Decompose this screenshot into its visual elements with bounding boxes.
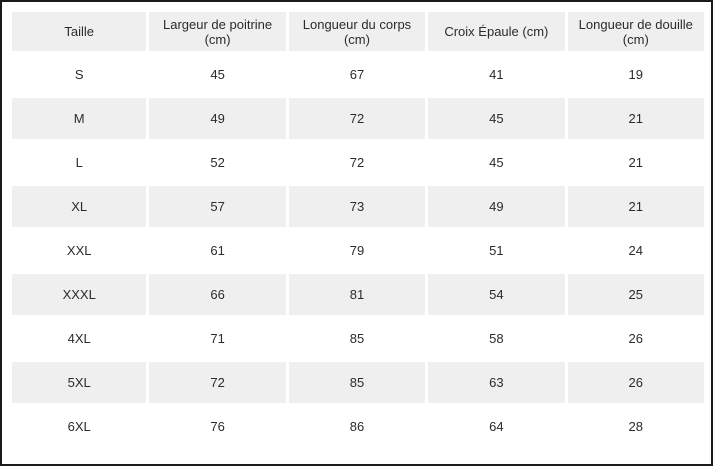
sleeve-cell: 28 <box>567 406 704 447</box>
header-body-length: Longueur du corps (cm) <box>288 12 426 51</box>
chest-cell: 45 <box>149 54 286 95</box>
chest-cell: 57 <box>149 186 286 227</box>
sleeve-cell: 21 <box>567 186 704 227</box>
shoulder-cell: 51 <box>428 230 565 271</box>
shoulder-cell: 49 <box>428 186 565 227</box>
shoulder-cell: 54 <box>428 274 565 315</box>
sleeve-cell: 21 <box>567 142 704 183</box>
size-cell: XL <box>12 186 147 227</box>
length-cell: 79 <box>288 230 426 271</box>
length-cell: 85 <box>288 318 426 359</box>
sleeve-cell: 24 <box>567 230 704 271</box>
length-cell: 67 <box>288 54 426 95</box>
sleeve-cell: 25 <box>567 274 704 315</box>
sleeve-cell: 21 <box>567 98 704 139</box>
chest-cell: 52 <box>149 142 286 183</box>
table-row: 4XL 71 85 58 26 <box>12 318 704 359</box>
size-cell: 6XL <box>12 406 147 447</box>
length-cell: 85 <box>288 362 426 403</box>
table-row: L 52 72 45 21 <box>12 142 704 183</box>
size-cell: L <box>12 142 147 183</box>
size-cell: XXL <box>12 230 147 271</box>
size-cell: 5XL <box>12 362 147 403</box>
chest-cell: 72 <box>149 362 286 403</box>
shoulder-cell: 41 <box>428 54 565 95</box>
header-chest-width: Largeur de poitrine (cm) <box>149 12 286 51</box>
table-row: XL 57 73 49 21 <box>12 186 704 227</box>
chest-cell: 61 <box>149 230 286 271</box>
header-shoulder-width: Croix Épaule (cm) <box>428 12 565 51</box>
size-cell: 4XL <box>12 318 147 359</box>
size-chart-table: Taille Largeur de poitrine (cm) Longueur… <box>9 9 707 450</box>
shoulder-cell: 64 <box>428 406 565 447</box>
shoulder-cell: 63 <box>428 362 565 403</box>
size-cell: XXXL <box>12 274 147 315</box>
header-row: Taille Largeur de poitrine (cm) Longueur… <box>12 12 704 51</box>
table-row: M 49 72 45 21 <box>12 98 704 139</box>
chest-cell: 49 <box>149 98 286 139</box>
shoulder-cell: 58 <box>428 318 565 359</box>
table-row: XXL 61 79 51 24 <box>12 230 704 271</box>
header-sleeve-length: Longueur de douille (cm) <box>567 12 704 51</box>
length-cell: 86 <box>288 406 426 447</box>
sleeve-cell: 26 <box>567 318 704 359</box>
sleeve-cell: 19 <box>567 54 704 95</box>
length-cell: 73 <box>288 186 426 227</box>
chest-cell: 71 <box>149 318 286 359</box>
shoulder-cell: 45 <box>428 98 565 139</box>
sleeve-cell: 26 <box>567 362 704 403</box>
table-row: 6XL 76 86 64 28 <box>12 406 704 447</box>
shoulder-cell: 45 <box>428 142 565 183</box>
table-row: S 45 67 41 19 <box>12 54 704 95</box>
size-cell: M <box>12 98 147 139</box>
chest-cell: 76 <box>149 406 286 447</box>
table-row: 5XL 72 85 63 26 <box>12 362 704 403</box>
chest-cell: 66 <box>149 274 286 315</box>
length-cell: 72 <box>288 98 426 139</box>
length-cell: 72 <box>288 142 426 183</box>
header-size: Taille <box>12 12 147 51</box>
table-row: XXXL 66 81 54 25 <box>12 274 704 315</box>
length-cell: 81 <box>288 274 426 315</box>
size-cell: S <box>12 54 147 95</box>
